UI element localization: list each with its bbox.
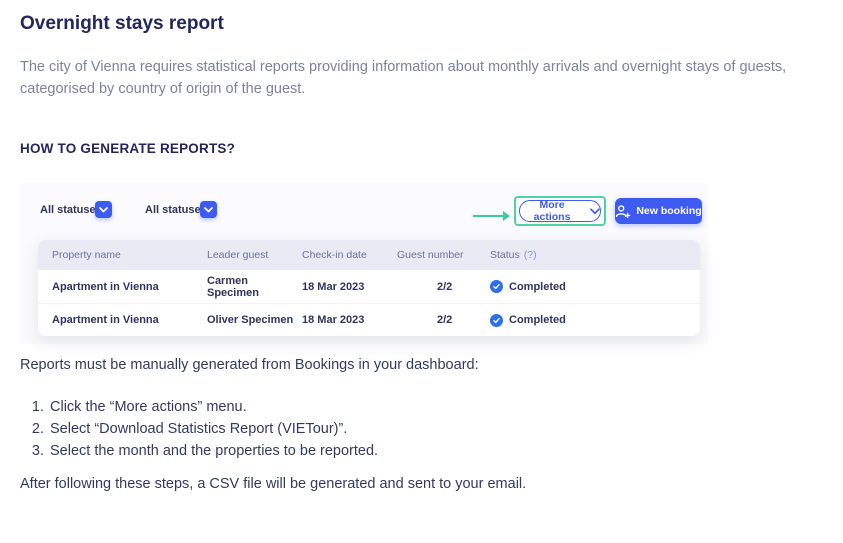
- annotation-arrow-head: [503, 211, 510, 221]
- add-user-icon: [616, 204, 631, 218]
- more-actions-label: More actions: [533, 199, 571, 223]
- status-header-label: Status: [490, 249, 520, 261]
- new-booking-label: New booking: [636, 205, 702, 217]
- cell-leader: Carmen Specimen: [207, 274, 259, 299]
- chevron-down-icon: [590, 207, 600, 214]
- more-actions-highlight-outline: More actions: [514, 196, 606, 226]
- intro-paragraph: The city of Vienna requires statistical …: [20, 59, 787, 97]
- steps-list: Click the “More actions” menu. Select “D…: [20, 396, 823, 462]
- column-header-guests: Guest number: [397, 249, 464, 261]
- help-article: Overnight stays report The city of Vienn…: [0, 0, 843, 493]
- cell-leader: Oliver Specimen: [207, 314, 294, 326]
- step-item: Select the month and the properties to b…: [50, 443, 379, 459]
- status-filter-label: All statuses: [145, 204, 207, 216]
- status-badge: Completed: [509, 314, 566, 326]
- cell-checkin: 18 Mar 2023: [302, 280, 365, 293]
- cell-status: Completed: [490, 280, 700, 293]
- column-header-leader: Leader guest: [207, 249, 269, 261]
- cell-guests: 2/2: [437, 280, 453, 293]
- section-heading: HOW TO GENERATE REPORTS?: [20, 141, 236, 156]
- table-row[interactable]: Apartment in Vienna Carmen Specimen 18 M…: [38, 270, 700, 303]
- instructions-lead: Reports must be manually generated from …: [20, 357, 479, 373]
- column-header-status: Status (?): [490, 249, 700, 261]
- status-filter-dropdown-icon[interactable]: [95, 201, 112, 218]
- new-booking-button[interactable]: New booking: [615, 198, 702, 224]
- table-row[interactable]: Apartment in Vienna Oliver Specimen 18 M…: [38, 303, 700, 336]
- cell-status: Completed: [490, 313, 700, 327]
- dashboard-screenshot: All statuses All statuses More actions: [20, 183, 708, 344]
- cell-property: Apartment in Vienna: [52, 280, 159, 293]
- cell-checkin: 18 Mar 2023: [302, 314, 365, 326]
- chevron-down-icon: [204, 207, 213, 213]
- step-item: Click the “More actions” menu.: [50, 399, 247, 415]
- table-header-row: Property name Leader guest Check-in date…: [38, 240, 700, 270]
- column-header-checkin: Check-in date: [302, 249, 367, 261]
- chevron-down-icon: [99, 207, 108, 213]
- status-filter-label: All statuses: [40, 204, 102, 216]
- status-badge: Completed: [509, 280, 566, 293]
- bookings-table: Property name Leader guest Check-in date…: [38, 240, 700, 336]
- completed-check-icon: [490, 313, 503, 327]
- completed-check-icon: [490, 280, 503, 293]
- more-actions-button[interactable]: More actions: [519, 199, 601, 223]
- annotation-arrow: [473, 215, 503, 217]
- closing-paragraph: After following these steps, a CSV file …: [20, 476, 527, 492]
- cell-property: Apartment in Vienna: [52, 314, 159, 326]
- cell-guests: 2/2: [437, 314, 453, 326]
- status-help-icon[interactable]: (?): [523, 249, 537, 261]
- status-filter-dropdown-icon[interactable]: [200, 201, 217, 218]
- step-item: Select “Download Statistics Report (VIET…: [50, 421, 348, 437]
- column-header-property: Property name: [52, 249, 121, 261]
- page-title: Overnight stays report: [20, 13, 224, 34]
